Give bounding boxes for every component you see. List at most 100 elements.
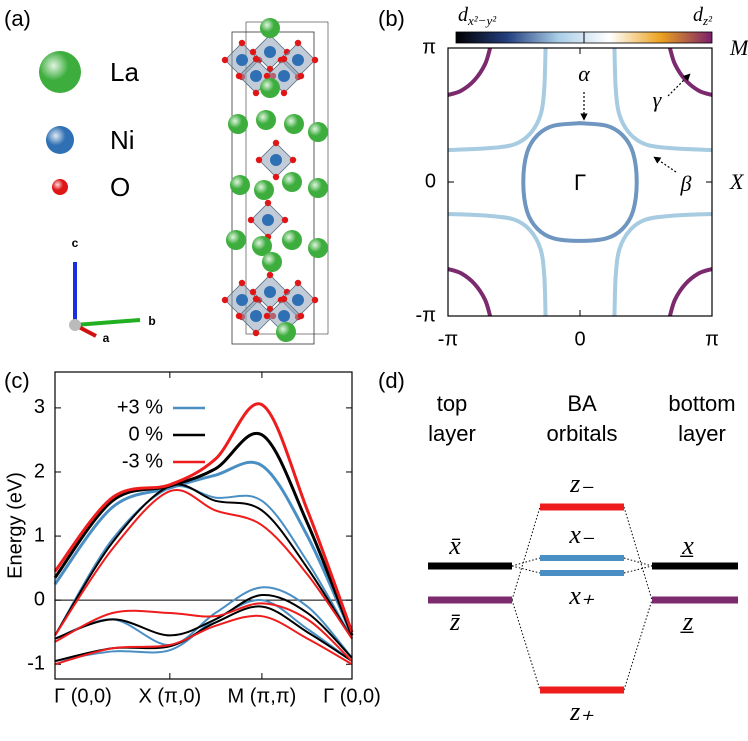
o-atom <box>266 271 274 279</box>
level-label: x₊ <box>568 581 595 610</box>
band-line <box>54 483 353 640</box>
o-atom <box>252 329 260 337</box>
sphere-shine <box>282 230 302 250</box>
o-atom <box>280 55 288 63</box>
annotation: α <box>578 61 590 86</box>
sphere-shine <box>260 78 280 98</box>
connector <box>511 557 541 567</box>
fermi-contour <box>521 121 639 243</box>
o-atom <box>263 312 271 320</box>
ni-atom <box>250 70 262 82</box>
plot-frame <box>447 47 713 317</box>
connector <box>623 506 653 601</box>
column-title: layer <box>428 421 476 446</box>
column-title: BA <box>567 391 597 416</box>
x-tick-label: Γ (0,0) <box>323 685 381 707</box>
colorbar-label-base: d <box>458 4 469 26</box>
colorbar-label-sub: x²−y² <box>467 13 497 28</box>
o-atom <box>263 72 271 80</box>
annotation-arrow <box>667 73 691 97</box>
o-atom <box>297 312 305 320</box>
ni-atom <box>278 70 290 82</box>
y-tick-label: 1 <box>34 524 45 546</box>
o-atom <box>252 55 260 63</box>
origin-atom <box>69 319 81 331</box>
annotation-arrow <box>653 156 677 173</box>
sphere-shine <box>308 178 328 198</box>
y-tick-label: -π <box>416 304 436 326</box>
sphere-shine <box>260 18 280 38</box>
o-atom <box>221 56 229 64</box>
o-atom <box>272 139 280 147</box>
band-line <box>53 460 354 637</box>
colorbar-label-base: d <box>693 4 704 26</box>
y-tick-label: 0 <box>34 588 45 610</box>
o-atom <box>235 312 243 320</box>
colorbar-label-sub: z² <box>702 13 713 28</box>
colorbar-label: dx²−y² <box>458 4 497 28</box>
band-line <box>54 488 353 640</box>
column-title: top <box>437 391 468 416</box>
connector <box>511 599 541 691</box>
crystal-axis-label: b <box>148 314 155 328</box>
o-atom <box>272 173 280 181</box>
x-tick-label: 0 <box>574 328 585 350</box>
y-axis-title: Energy (eV) <box>4 472 26 579</box>
sphere-shine <box>276 322 296 342</box>
x-tick-label: X (π,0) <box>138 685 201 707</box>
x-tick-label: Γ (0,0) <box>54 685 112 707</box>
annotation: γ <box>653 87 663 112</box>
o-atom <box>266 305 274 313</box>
k-point-label: M <box>729 35 748 60</box>
level-label: z̲ <box>680 607 694 636</box>
o-atom <box>255 156 263 164</box>
legend-label: -3 % <box>122 450 163 472</box>
o-atom <box>252 295 260 303</box>
connector <box>623 557 653 567</box>
o-atom <box>264 199 272 207</box>
ni-atom <box>262 214 274 226</box>
fermi-plot <box>448 48 712 316</box>
panel-label: (d) <box>378 368 405 393</box>
band-line <box>54 594 353 659</box>
panel-label: (a) <box>4 6 31 31</box>
ni-atom <box>236 294 248 306</box>
ni-atom <box>264 286 276 298</box>
level-label: z₋ <box>569 469 594 498</box>
y-tick-label: π <box>422 36 436 58</box>
sphere-shine <box>262 252 282 272</box>
annotation: β <box>680 171 692 196</box>
o-atom <box>247 216 255 224</box>
o-atom <box>266 65 274 73</box>
x-tick-label: -π <box>438 328 458 350</box>
sphere-shine <box>228 114 248 134</box>
fermi-contour <box>448 211 548 316</box>
o-atom <box>235 72 243 80</box>
x-tick-label: M (π,π) <box>228 685 297 707</box>
connector <box>511 506 541 601</box>
fermi-contour <box>667 48 712 97</box>
fermi-contour <box>667 267 712 316</box>
o-atom <box>221 296 229 304</box>
ni-atom <box>292 54 304 66</box>
fermi-contour <box>448 48 548 153</box>
level-label: x̄ <box>448 531 461 560</box>
sphere-shine <box>282 172 302 192</box>
fermi-contour <box>612 48 712 153</box>
sphere-shine <box>308 122 328 142</box>
fermi-contour <box>612 211 712 316</box>
o-atom <box>294 39 302 47</box>
o-atom <box>249 288 257 296</box>
legend-label: Ni <box>110 125 135 155</box>
y-tick-label: 0 <box>425 170 436 192</box>
band-line <box>54 602 353 662</box>
ni-atom <box>236 54 248 66</box>
colorbar-label: dz² <box>693 4 713 28</box>
ni-atom <box>278 310 290 322</box>
y-tick-label: 2 <box>34 460 45 482</box>
o-atom <box>281 216 289 224</box>
legend-label: O <box>110 172 130 202</box>
band-line <box>54 485 353 640</box>
